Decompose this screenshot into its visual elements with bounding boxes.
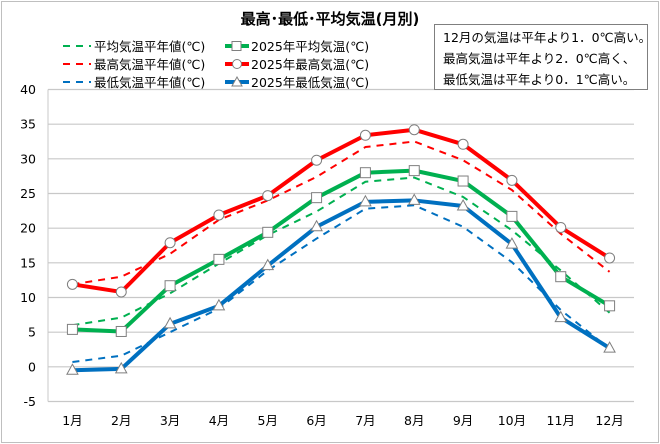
data-point-triangle [310, 219, 323, 232]
y-tick-label: 15 [20, 255, 36, 270]
legend-item-max-normal: 最高気温平年値(℃) [62, 54, 205, 73]
data-point-triangle [66, 363, 79, 375]
x-tick-label: 6月 [306, 413, 326, 428]
x-tick-label: 12月 [595, 413, 623, 428]
data-point-circle [604, 252, 616, 264]
y-tick-label: 20 [20, 221, 36, 236]
x-tick-label: 2月 [111, 413, 131, 428]
data-point-circle [213, 209, 225, 221]
legend-swatch-square-green [225, 40, 249, 51]
data-point-circle [359, 129, 371, 141]
x-tick-label: 1月 [62, 413, 82, 428]
y-tick-label: 10 [20, 290, 36, 305]
data-point-triangle [212, 298, 226, 311]
data-point-circle [506, 174, 518, 186]
data-point-triangle [456, 198, 470, 211]
legend-item-min-2025: 2025年最低気温(℃) [225, 72, 369, 91]
legend-swatch-dashed-red [63, 62, 91, 65]
data-point-circle [164, 237, 176, 249]
series-line [72, 140, 611, 286]
legend-swatch-triangle-blue [225, 75, 249, 86]
y-tick-label: 40 [20, 82, 36, 97]
y-tick-label: 0 [28, 359, 36, 374]
data-point-triangle [114, 361, 128, 374]
data-point-square [115, 325, 127, 337]
legend-label: 最高気温平年値(℃) [94, 57, 206, 72]
y-tick-label: 25 [20, 186, 36, 201]
data-point-circle [555, 221, 567, 233]
legend-label: 2025年最高気温(℃) [251, 57, 370, 72]
data-point-circle [408, 124, 420, 136]
data-point-square [164, 280, 176, 292]
data-point-triangle [554, 310, 568, 323]
data-point-square [457, 175, 469, 187]
data-point-triangle [163, 316, 177, 329]
data-point-circle [66, 278, 78, 290]
note-line: 最高気温は平年より2．0℃高く、 [443, 51, 636, 66]
series-line [72, 168, 611, 334]
series-line [72, 198, 611, 373]
summary-note-box: 12月の気温は平年より1．0℃高い。 最高気温は平年より2．0℃高く、 最低気温… [434, 24, 652, 90]
data-point-circle [311, 154, 323, 166]
data-point-triangle [261, 258, 275, 271]
legend-swatch-dashed-blue [63, 80, 91, 83]
y-tick-label: 35 [20, 117, 36, 132]
legend-item-avg-normal: 平均気温平年値(℃) [62, 36, 205, 55]
series-line [72, 127, 611, 294]
data-point-square [555, 271, 567, 283]
data-point-triangle [359, 194, 372, 207]
data-point-square [262, 226, 274, 238]
data-point-square [408, 165, 420, 177]
x-tick-label: 4月 [209, 413, 229, 428]
data-point-triangle [407, 193, 421, 205]
data-point-square [213, 253, 225, 265]
legend-swatch-circle-red [225, 58, 249, 69]
x-tick-label: 10月 [498, 413, 526, 428]
y-tick-label: 5 [28, 325, 36, 340]
x-tick-label: 11月 [547, 413, 575, 428]
legend-label: 最低気温平年値(℃) [94, 75, 206, 90]
note-line: 12月の気温は平年より1．0℃高い。 [443, 30, 652, 45]
y-tick-label: 30 [20, 151, 36, 166]
series-line [72, 204, 611, 363]
x-tick-label: 9月 [453, 413, 473, 428]
chart-title: 最高･最低･平均気温(月別) [240, 10, 420, 28]
x-tick-label: 8月 [404, 413, 424, 428]
data-point-square [506, 210, 518, 222]
legend-label: 平均気温平年値(℃) [94, 39, 206, 54]
data-point-circle [262, 190, 274, 202]
data-point-triangle [603, 341, 616, 353]
data-point-square [311, 192, 323, 204]
data-point-square [604, 300, 616, 312]
series-line [72, 176, 611, 327]
legend-item-max-2025: 2025年最高気温(℃) [225, 54, 369, 73]
data-point-square [66, 323, 78, 335]
data-point-square [359, 167, 371, 179]
x-tick-label: 3月 [160, 413, 180, 428]
data-point-circle [115, 286, 127, 298]
data-point-circle [457, 138, 469, 150]
data-point-triangle [505, 237, 519, 249]
legend-item-avg-2025: 2025年平均気温(℃) [225, 36, 369, 55]
x-tick-label: 5月 [258, 413, 278, 428]
x-tick-label: 7月 [355, 413, 375, 428]
legend-label: 2025年最低気温(℃) [251, 75, 370, 90]
legend-label: 2025年平均気温(℃) [251, 39, 370, 54]
y-tick-label: -5 [24, 394, 36, 409]
note-line: 最低気温は平年より0．1℃高い。 [443, 72, 636, 87]
legend-swatch-dashed-green [63, 44, 91, 47]
legend-item-min-normal: 最低気温平年値(℃) [62, 72, 205, 91]
